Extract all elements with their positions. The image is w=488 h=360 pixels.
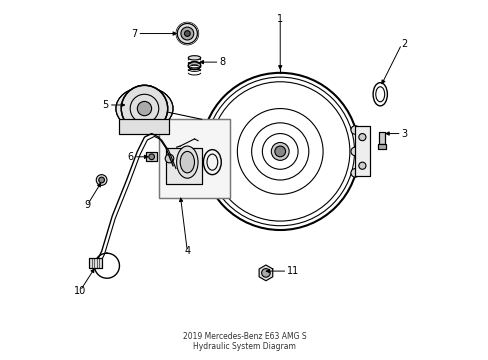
Circle shape bbox=[358, 134, 365, 141]
Circle shape bbox=[350, 168, 359, 177]
Text: 2019 Mercedes-Benz E63 AMG S
Hydraulic System Diagram: 2019 Mercedes-Benz E63 AMG S Hydraulic S… bbox=[183, 332, 305, 351]
Bar bbox=[89, 257, 102, 267]
Ellipse shape bbox=[180, 152, 194, 173]
Text: 3: 3 bbox=[401, 129, 407, 139]
Circle shape bbox=[350, 147, 359, 156]
Circle shape bbox=[165, 154, 173, 163]
Polygon shape bbox=[259, 265, 272, 281]
Circle shape bbox=[184, 31, 190, 36]
Circle shape bbox=[99, 177, 104, 183]
Bar bbox=[159, 119, 230, 198]
Text: 10: 10 bbox=[74, 286, 86, 296]
Ellipse shape bbox=[188, 56, 201, 60]
Text: 5: 5 bbox=[102, 100, 108, 110]
Circle shape bbox=[121, 85, 167, 132]
Bar bbox=[377, 144, 386, 149]
Circle shape bbox=[181, 27, 193, 40]
Circle shape bbox=[271, 143, 288, 160]
Circle shape bbox=[274, 146, 285, 157]
Text: 4: 4 bbox=[184, 247, 190, 256]
Text: 9: 9 bbox=[84, 200, 90, 210]
Text: 1: 1 bbox=[277, 14, 283, 24]
Circle shape bbox=[96, 175, 107, 185]
Text: 6: 6 bbox=[127, 152, 134, 162]
Bar bbox=[354, 126, 369, 176]
Bar bbox=[159, 119, 230, 198]
Circle shape bbox=[350, 126, 359, 134]
Text: 11: 11 bbox=[287, 266, 299, 276]
Bar bbox=[354, 126, 369, 176]
Circle shape bbox=[130, 94, 159, 123]
Circle shape bbox=[261, 269, 270, 277]
Circle shape bbox=[148, 154, 154, 159]
Bar bbox=[378, 132, 384, 144]
Circle shape bbox=[177, 23, 197, 44]
Text: 7: 7 bbox=[131, 28, 137, 39]
Circle shape bbox=[137, 102, 151, 116]
Bar bbox=[146, 153, 157, 161]
Bar bbox=[146, 153, 157, 161]
Bar bbox=[377, 144, 386, 149]
Bar bbox=[378, 132, 384, 144]
Circle shape bbox=[358, 162, 365, 169]
Bar bbox=[119, 119, 169, 134]
Circle shape bbox=[135, 100, 153, 117]
Text: 2: 2 bbox=[401, 39, 407, 49]
Bar bbox=[165, 148, 201, 184]
Bar bbox=[165, 148, 201, 184]
Ellipse shape bbox=[176, 146, 198, 178]
Bar bbox=[119, 119, 169, 134]
Circle shape bbox=[140, 104, 148, 113]
Text: 8: 8 bbox=[219, 57, 225, 67]
Ellipse shape bbox=[116, 87, 173, 130]
Bar bbox=[89, 257, 102, 267]
